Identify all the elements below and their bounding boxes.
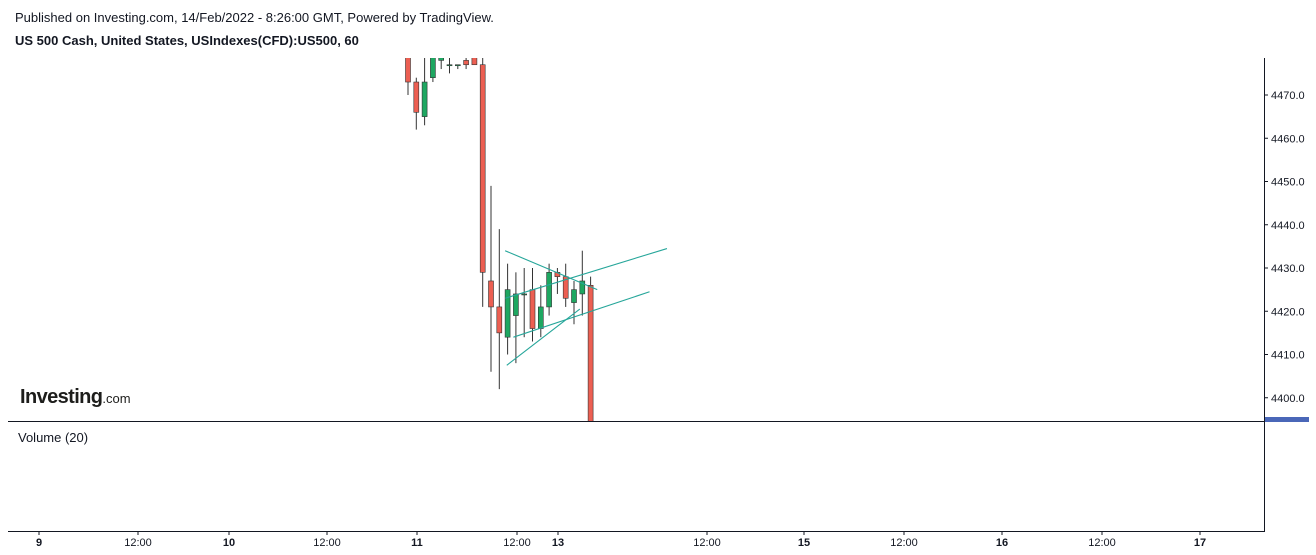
candle-body-down: [463, 60, 469, 66]
candle-body-up: [546, 272, 552, 308]
price-tick-label: 4460.0: [1271, 133, 1305, 145]
candle: [413, 77, 420, 130]
time-tick-label: 12:00: [313, 537, 341, 549]
published-info: Published on Investing.com, 14/Feb/2022 …: [15, 10, 494, 25]
trendlines-layer: [504, 248, 668, 366]
time-tick-label: 11: [411, 537, 423, 549]
time-tick-label: 12:00: [124, 537, 152, 549]
price-axis: 4470.0 4460.0 4450.0 4440.0 4430.0 4420.0 4410…: [1264, 90, 1305, 405]
candle-body-up: [446, 64, 453, 67]
candle-body-up: [537, 306, 544, 329]
time-tick-label: 12:00: [693, 537, 721, 549]
candles-layer: [405, 58, 594, 422]
price-tick-label: 4420.0: [1271, 306, 1305, 318]
candle: [496, 229, 503, 390]
symbol-title: US 500 Cash, United States, USIndexes(CF…: [15, 33, 359, 48]
price-tick-label: 4410.0: [1271, 350, 1305, 362]
candle-body-down: [471, 58, 478, 66]
candle-body-up: [430, 58, 436, 79]
trendline[interactable]: [513, 291, 650, 338]
candle-body-up: [521, 293, 528, 296]
candle: [521, 268, 528, 338]
candle: [463, 58, 469, 70]
price-tick-label: 4430.0: [1271, 263, 1305, 275]
time-tick-label: 17: [1194, 537, 1206, 549]
candle: [438, 58, 445, 70]
candle-body-down: [587, 284, 594, 422]
candle-body-up: [571, 289, 577, 303]
candle: [405, 58, 411, 95]
time-tick-label: 16: [996, 537, 1008, 549]
candle-body-up: [504, 289, 511, 338]
candle-body-up: [513, 293, 519, 316]
volume-label: Volume (20): [18, 430, 89, 445]
price-tick-label: 4470.0: [1271, 90, 1305, 102]
time-tick-label: 9: [36, 537, 42, 549]
price-tick-label: 4440.0: [1271, 220, 1305, 232]
time-tick-label: 10: [223, 537, 235, 549]
candle: [513, 272, 519, 364]
investing-logo: Investing .com: [20, 386, 131, 409]
candle: [430, 58, 436, 83]
candle-body-down: [496, 306, 503, 334]
trendline[interactable]: [506, 308, 581, 366]
candle-body-down: [479, 64, 486, 273]
time-tick-label: 12:00: [890, 537, 918, 549]
candle-body-down: [488, 280, 494, 308]
price-tick-label: 4400.0: [1271, 393, 1305, 405]
time-tick-label: 15: [798, 537, 810, 549]
logo-suffix: .com: [102, 391, 131, 406]
candle: [421, 58, 428, 126]
candle-body-up: [421, 81, 428, 117]
time-axis: 9 12:00 10 12:00 11 12:00 13 12:00 15 12:00 16 12:0…: [36, 531, 1206, 549]
current-price-marker: [1265, 417, 1309, 422]
logo-main: Investing: [20, 386, 103, 408]
candle-body-up: [579, 280, 586, 295]
time-tick-label: 12:00: [503, 537, 531, 549]
candle-body-up: [438, 58, 445, 61]
candle-body-down: [529, 289, 536, 329]
candle: [479, 58, 486, 307]
candle: [587, 276, 594, 422]
candle: [562, 263, 569, 307]
candle: [454, 64, 461, 70]
candle-body-down: [413, 81, 420, 113]
candle-body-up: [454, 64, 461, 67]
trendline[interactable]: [504, 248, 668, 299]
time-tick-label: 12:00: [1088, 537, 1116, 549]
candle-body-down: [405, 58, 411, 83]
trendline[interactable]: [504, 250, 598, 291]
time-tick-label: 13: [552, 537, 564, 549]
candle: [504, 263, 511, 355]
candle: [537, 285, 544, 338]
candle: [446, 58, 453, 74]
candle: [546, 263, 552, 316]
candle: [488, 185, 494, 372]
price-tick-label: 4450.0: [1271, 177, 1305, 189]
candle: [471, 58, 478, 66]
